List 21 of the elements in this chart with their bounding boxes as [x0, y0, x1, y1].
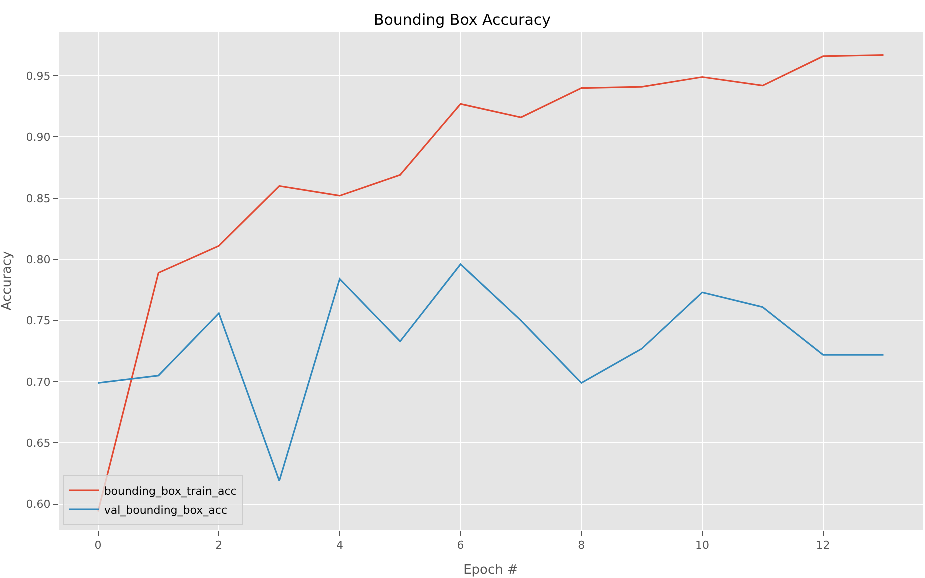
y-tick-label: 0.80	[26, 253, 51, 266]
x-tick-label: 6	[457, 539, 464, 552]
y-tick-label: 0.85	[26, 192, 51, 206]
y-tick-label: 0.60	[26, 498, 51, 512]
x-tick-label: 4	[336, 539, 344, 552]
legend-label: bounding_box_train_acc	[104, 484, 237, 498]
chart-title: Bounding Box Accuracy	[374, 10, 552, 29]
y-tick-label: 0.75	[26, 314, 51, 328]
legend-label: val_bounding_box_acc	[104, 504, 228, 517]
y-tick-label: 0.95	[26, 70, 51, 83]
y-tick-label: 0.90	[26, 131, 51, 144]
x-axis-title: Epoch #	[464, 563, 518, 578]
y-tick-label: 0.70	[26, 376, 51, 389]
y-tick-label: 0.65	[26, 436, 51, 450]
line-series	[97, 264, 885, 482]
y-axis-title: Accuracy	[0, 251, 15, 311]
x-tick-label: 2	[216, 539, 223, 552]
x-tick-label: 8	[578, 539, 586, 552]
x-tick-label: 0	[94, 539, 102, 552]
x-tick-label: 10	[695, 539, 710, 552]
x-tick-label: 12	[816, 539, 830, 552]
